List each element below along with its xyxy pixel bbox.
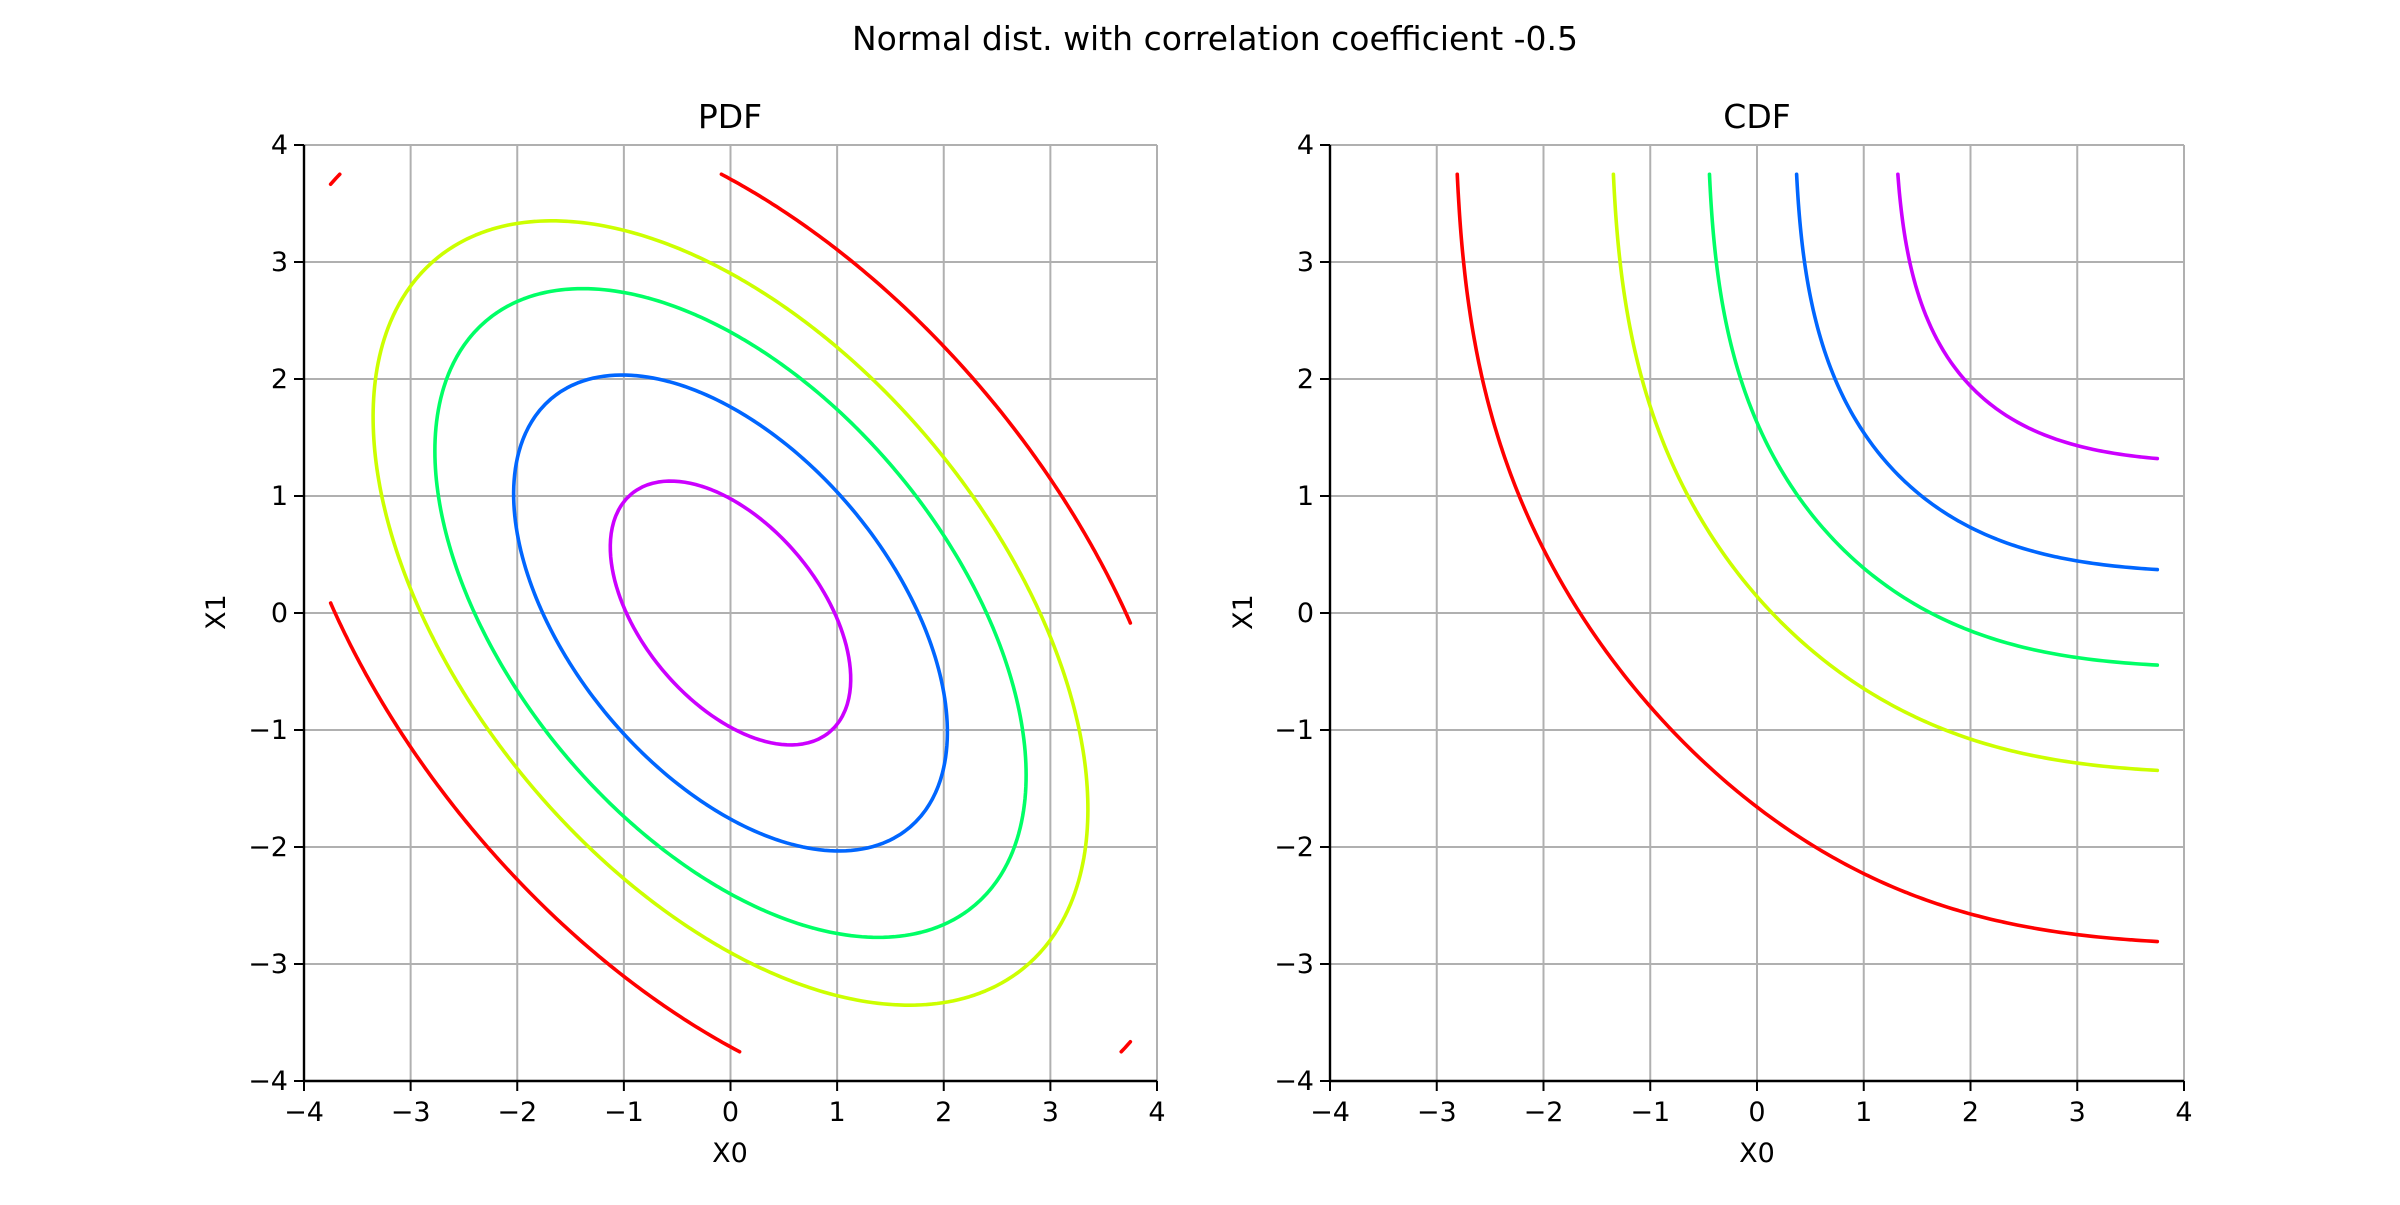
cdf-ytick-label: 4 — [1297, 130, 1314, 161]
cdf-ytick-label: 0 — [1297, 598, 1314, 629]
cdf-contour-level-2-part-1 — [1611, 172, 2160, 773]
cdf-contour-level-4-part-1 — [1794, 172, 2160, 572]
figure-title: Normal dist. with correlation coefficien… — [852, 19, 1578, 58]
pdf-contour-level-2-part-1 — [371, 219, 1090, 1007]
pdf-contour-level-5-part-1 — [608, 479, 853, 747]
pdf-title: PDF — [698, 97, 762, 136]
pdf-axes: −4 −3 −2 −1 0 1 2 3 4 −4 −3 −2 −1 0 1 2 3 4 — [248, 130, 1165, 1128]
cdf-ytick-label: −4 — [1274, 1066, 1314, 1097]
pdf-ytick-label: −2 — [248, 832, 288, 863]
cdf-ytick-label: 1 — [1297, 481, 1314, 512]
pdf-contour-level-1-part-4 — [328, 172, 342, 187]
cdf-xlabel: X0 — [1739, 1138, 1775, 1169]
pdf-xtick-label: −3 — [391, 1097, 431, 1128]
pdf-xlabel: X0 — [712, 1138, 748, 1169]
pdf-xtick-label: 2 — [935, 1097, 952, 1128]
pdf-contour-level-3-part-1 — [433, 286, 1028, 940]
cdf-ytick-label: −3 — [1274, 949, 1314, 980]
pdf-xtick-label: 0 — [722, 1097, 739, 1128]
cdf-ytick-label: −2 — [1274, 832, 1314, 863]
cdf-xtick-label: 0 — [1748, 1097, 1765, 1128]
cdf-xtick-label: 2 — [1962, 1097, 1979, 1128]
pdf-xtick-label: 3 — [1042, 1097, 1059, 1128]
pdf-ytick-label: −3 — [248, 949, 288, 980]
pdf-ytick-label: 0 — [271, 598, 288, 629]
pdf-contour-level-4-part-1 — [511, 373, 950, 853]
cdf-contours — [1455, 172, 2160, 944]
cdf-ylabel: X1 — [1228, 594, 1259, 630]
cdf-ytick-label: −1 — [1274, 715, 1314, 746]
cdf-contour-level-3-part-1 — [1707, 172, 2160, 667]
pdf-ylabel: X1 — [201, 594, 232, 630]
cdf-contour-level-1-part-1 — [1455, 172, 2160, 944]
pdf-contour-level-1-part-3 — [719, 172, 1133, 625]
cdf-ytick-label: 2 — [1297, 364, 1314, 395]
cdf-title: CDF — [1723, 97, 1790, 136]
pdf-ytick-label: −1 — [248, 715, 288, 746]
cdf-xtick-label: −2 — [1524, 1097, 1564, 1128]
cdf-ytick-label: 3 — [1297, 247, 1314, 278]
cdf-xtick-label: 1 — [1855, 1097, 1872, 1128]
pdf-xtick-label: −4 — [284, 1097, 324, 1128]
cdf-xtick-label: 4 — [2175, 1097, 2192, 1128]
cdf-subplot: CDF −4 −3 −2 −1 0 1 2 3 4 −4 −3 −2 −1 0 1 2 3 4 X0 X1 — [1228, 97, 2193, 1169]
pdf-xtick-label: 4 — [1148, 1097, 1165, 1128]
pdf-ytick-label: −4 — [248, 1066, 288, 1097]
cdf-gridlines — [1329, 144, 2185, 1082]
cdf-axes: −4 −3 −2 −1 0 1 2 3 4 −4 −3 −2 −1 0 1 2 3 4 — [1274, 130, 2192, 1128]
pdf-ytick-label: 2 — [271, 364, 288, 395]
pdf-contour-level-1-part-1 — [328, 601, 742, 1054]
pdf-xtick-label: −2 — [497, 1097, 537, 1128]
pdf-xtick-label: −1 — [604, 1097, 644, 1128]
cdf-xtick-label: −3 — [1417, 1097, 1457, 1128]
pdf-contour-level-1-part-2 — [1119, 1039, 1133, 1054]
pdf-contours — [328, 172, 1133, 1054]
pdf-ytick-label: 4 — [271, 130, 288, 161]
cdf-xtick-label: −1 — [1630, 1097, 1670, 1128]
pdf-xtick-label: 1 — [829, 1097, 846, 1128]
cdf-contour-level-5-part-1 — [1896, 172, 2160, 461]
cdf-xtick-label: −4 — [1310, 1097, 1350, 1128]
pdf-ytick-label: 1 — [271, 481, 288, 512]
pdf-ytick-label: 3 — [271, 247, 288, 278]
cdf-xtick-label: 3 — [2069, 1097, 2086, 1128]
pdf-subplot: PDF −4 −3 −2 −1 0 1 2 3 4 −4 −3 −2 −1 0 1 2 3 4 X0 X1 — [201, 97, 1166, 1169]
pdf-gridlines — [303, 144, 1158, 1082]
